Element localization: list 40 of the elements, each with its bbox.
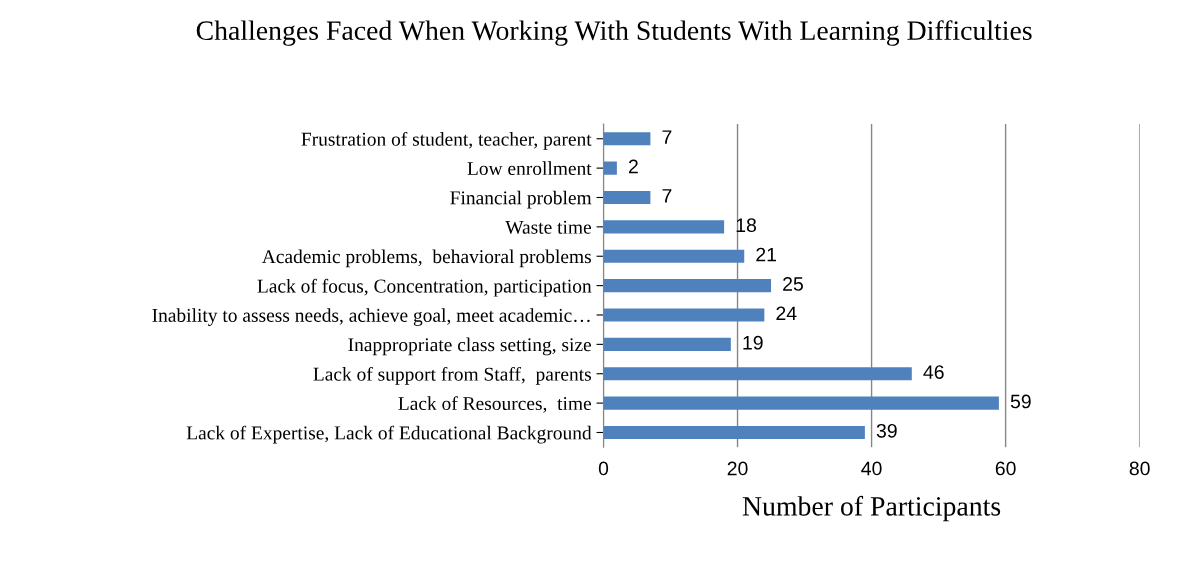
data-label: 25	[783, 277, 803, 291]
y-tick-label: Lack of Expertise, Lack of Educational Background	[186, 425, 592, 444]
bar	[603, 190, 651, 205]
y-tick-label: Inability to assess needs, achieve goal, meet academic…	[152, 308, 590, 326]
data-label: 59	[1010, 394, 1031, 409]
y-tick-label: Lack of focus, Concentration, participation	[257, 278, 592, 297]
data-label: 18	[736, 218, 757, 233]
chart-title: Challenges Faced When Working With Students With Learning Difficulties	[196, 20, 1032, 46]
data-label: 46	[923, 365, 944, 379]
data-label: 21	[756, 247, 777, 262]
bar	[603, 367, 912, 381]
x-tick-label: 80	[1129, 461, 1150, 476]
bar	[603, 220, 725, 234]
x-tick-label: 40	[861, 461, 882, 476]
y-tick-label: Financial problem	[450, 190, 592, 209]
bar	[603, 132, 651, 146]
y-tick-label: Lack of support from Staff, parents	[313, 366, 591, 385]
y-tick-label: Academic problems, behavioral problems	[261, 249, 591, 268]
data-label: 7	[662, 130, 672, 144]
x-axis-title: Number of Participants	[742, 495, 1001, 522]
y-tick-label: Inappropriate class setting, size	[348, 337, 591, 356]
bar	[603, 161, 617, 175]
data-label: 2	[628, 159, 638, 174]
x-tick-label: 20	[727, 461, 748, 476]
y-tick-label: Waste time	[505, 220, 592, 234]
bar	[603, 279, 772, 293]
bar	[603, 425, 865, 440]
bar	[603, 308, 765, 322]
y-tick-label: Low enrollment	[467, 161, 592, 176]
x-tick-label: 60	[995, 461, 1016, 476]
bar	[603, 249, 745, 263]
data-label: 24	[776, 306, 797, 321]
y-tick-label: Lack of Resources, time	[398, 396, 592, 413]
data-label: 7	[662, 189, 672, 203]
data-label: 39	[876, 423, 897, 438]
y-tick-label: Frustration of student, teacher, parent	[301, 131, 592, 150]
bar	[603, 337, 731, 351]
x-tick-label: 0	[598, 461, 609, 476]
bar	[603, 396, 999, 410]
data-label: 19	[743, 335, 763, 350]
